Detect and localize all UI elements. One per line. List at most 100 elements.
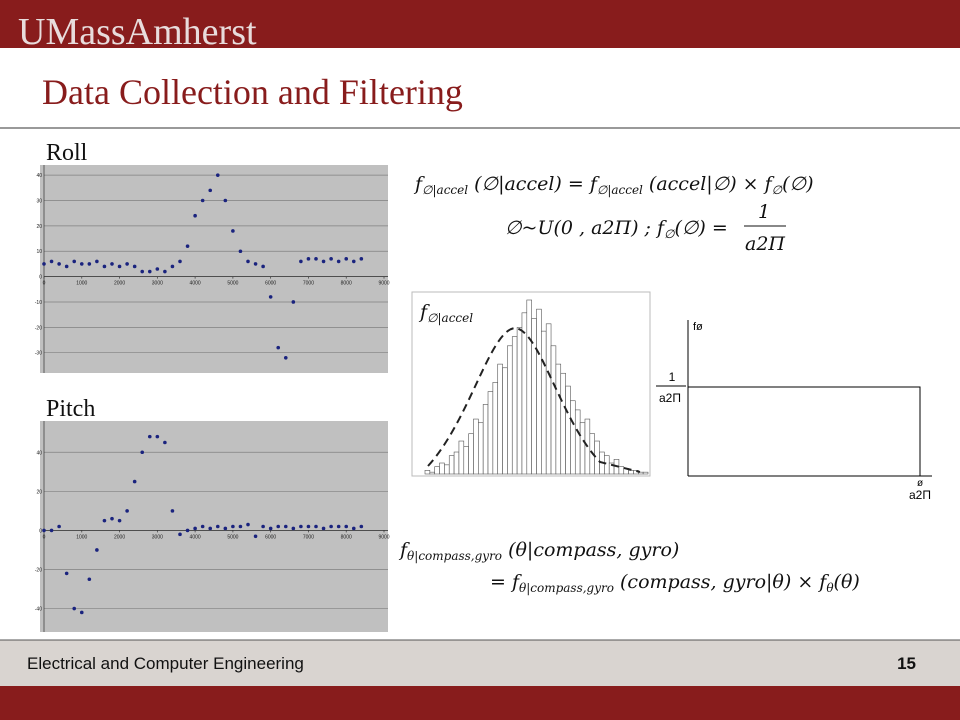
subscript: ∅ [772,183,783,197]
math-text: (∅|accel) = f [468,173,600,195]
bar [536,308,542,475]
bar [526,299,532,475]
x-tick-label: 4000 [190,281,201,287]
bar [521,312,528,475]
point [283,524,288,529]
bar [492,382,499,475]
point [208,188,213,193]
point [344,257,349,261]
point [170,264,175,269]
point [253,534,258,539]
point [79,610,84,615]
bar [487,391,494,475]
point [208,526,213,531]
bar [516,327,523,475]
bar [628,470,634,475]
bar [565,385,571,475]
point [359,524,364,529]
bar [502,367,508,475]
y-tick-label: 0 [39,528,42,534]
bar [570,400,576,475]
y-tick-label: 40 [36,450,42,456]
point [49,259,54,264]
point [306,257,311,261]
x-tick-label: 4000 [190,534,201,540]
numerator: 1 [669,370,676,384]
math-text: f [398,539,410,561]
point [329,524,333,529]
bar [458,440,465,475]
point [261,524,265,529]
plot-area [40,421,388,632]
point [193,213,197,218]
bar [468,433,474,475]
chart-title: Roll [46,140,88,166]
density-line [688,386,921,476]
slide-title: Data Collection and Filtering [42,72,463,112]
point [95,259,99,264]
bar [453,451,460,475]
footer-band [0,640,960,686]
bar [507,345,513,475]
y-tick-label: -20 [35,325,42,331]
bar [545,323,552,475]
point [125,262,129,266]
bar [463,446,469,475]
point [283,355,288,360]
bar [541,330,547,475]
y-tick-label: -40 [35,607,42,613]
x-tick-label: 2000 [114,534,125,540]
point [178,532,182,537]
uniform-diagram: fø 1 a2Π ø a2Π [656,320,932,502]
point [321,259,326,264]
bar [424,470,431,475]
subscript: θ [826,581,834,595]
point [314,524,318,529]
point [147,434,152,439]
point [215,173,220,177]
point [268,295,273,299]
point [117,518,122,523]
point [306,524,311,529]
subscript: ∅ [664,227,675,241]
point [170,509,175,513]
denominator: a2Π [659,391,681,405]
y-tick-label: 0 [39,275,42,281]
point [49,528,54,533]
point [261,264,265,269]
logo: UMassAmherst [18,11,257,53]
x-tick-label: 3000 [152,281,163,287]
point [185,244,190,248]
point [95,548,99,552]
point [147,269,152,274]
point [125,509,129,513]
denominator: a2Π [745,233,785,255]
point [238,249,243,254]
bar [511,336,518,475]
math-text: (accel|∅) × f [643,173,775,195]
point [163,269,167,274]
math-text: = f [490,571,522,593]
y-tick-label: -10 [35,300,42,306]
point [291,300,296,304]
math-text: (∅) [782,173,813,195]
x-tick-label: 9000 [378,534,389,540]
point [329,257,333,261]
point [299,524,303,529]
x-tick-label: 7000 [303,534,314,540]
point [359,257,364,261]
histogram-label: f∅|accel [418,301,473,325]
point [231,524,235,529]
point [314,257,318,261]
point [193,526,197,531]
y-tick-label: -30 [35,351,42,357]
point [64,571,69,576]
point [336,259,341,264]
point [102,264,107,269]
equation: = fθ|compass,gyro (compass, gyro|θ) × fθ… [490,571,860,595]
math-text: ∅~U(0 , a2Π) ; f [505,217,667,239]
point [268,526,273,531]
math-text: (∅) = [674,217,727,239]
point [155,267,160,271]
